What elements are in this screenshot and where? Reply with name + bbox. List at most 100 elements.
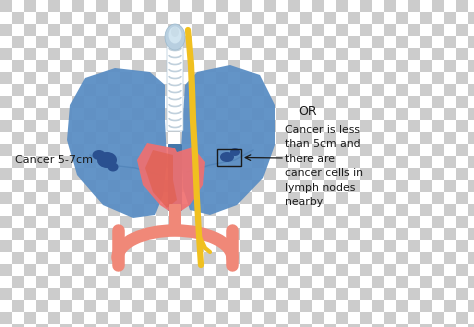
Bar — [300, 276, 312, 288]
Bar — [156, 120, 168, 132]
Bar — [168, 276, 180, 288]
Bar — [228, 156, 240, 168]
Bar — [192, 0, 204, 12]
Bar — [12, 12, 24, 24]
Bar — [456, 216, 468, 228]
Bar — [420, 276, 432, 288]
Bar — [288, 192, 300, 204]
Bar — [108, 204, 120, 216]
Bar — [24, 12, 36, 24]
Bar — [372, 132, 384, 144]
Bar — [240, 60, 252, 72]
Bar — [324, 240, 336, 252]
Bar — [396, 228, 408, 240]
Bar — [48, 288, 60, 300]
Bar — [360, 144, 372, 156]
Bar — [240, 12, 252, 24]
Bar — [324, 324, 336, 327]
Bar — [24, 228, 36, 240]
Bar — [96, 96, 108, 108]
Bar — [204, 108, 216, 120]
Bar — [180, 60, 192, 72]
Bar — [276, 108, 288, 120]
Bar — [132, 48, 144, 60]
Bar — [12, 312, 24, 324]
Bar — [84, 96, 96, 108]
Bar — [264, 84, 276, 96]
Bar — [432, 96, 444, 108]
Bar — [312, 264, 324, 276]
Bar — [264, 216, 276, 228]
Bar — [180, 168, 192, 180]
Bar — [72, 144, 84, 156]
Bar — [144, 12, 156, 24]
Bar — [468, 240, 474, 252]
Bar — [168, 120, 180, 132]
Bar — [360, 96, 372, 108]
Bar — [432, 228, 444, 240]
Bar — [84, 228, 96, 240]
Bar — [228, 84, 240, 96]
Bar — [336, 60, 348, 72]
Bar — [468, 36, 474, 48]
Bar — [360, 168, 372, 180]
Bar — [180, 84, 192, 96]
Bar — [144, 276, 156, 288]
Bar — [156, 144, 168, 156]
Bar — [192, 168, 204, 180]
Bar — [108, 192, 120, 204]
Bar — [228, 132, 240, 144]
Bar — [84, 276, 96, 288]
Bar — [444, 24, 456, 36]
Bar — [96, 84, 108, 96]
Bar — [96, 216, 108, 228]
Bar — [60, 192, 72, 204]
Bar — [348, 36, 360, 48]
Bar — [108, 300, 120, 312]
Bar — [72, 132, 84, 144]
Bar — [252, 132, 264, 144]
Bar — [60, 0, 72, 12]
Bar — [108, 60, 120, 72]
Bar — [252, 84, 264, 96]
Bar — [144, 312, 156, 324]
Bar — [324, 132, 336, 144]
Bar — [216, 276, 228, 288]
Bar — [312, 72, 324, 84]
Bar — [456, 72, 468, 84]
Bar — [156, 132, 168, 144]
Polygon shape — [145, 150, 177, 208]
Bar — [168, 312, 180, 324]
Bar — [456, 180, 468, 192]
Bar — [132, 24, 144, 36]
Bar — [180, 96, 192, 108]
Bar — [12, 180, 24, 192]
Bar — [180, 156, 192, 168]
Bar — [456, 120, 468, 132]
Bar — [156, 180, 168, 192]
Bar — [444, 144, 456, 156]
Bar — [156, 216, 168, 228]
Bar — [156, 84, 168, 96]
Bar — [360, 204, 372, 216]
Bar — [12, 240, 24, 252]
Bar — [372, 276, 384, 288]
Bar — [252, 228, 264, 240]
Bar — [144, 108, 156, 120]
Bar — [348, 168, 360, 180]
Bar — [312, 60, 324, 72]
Bar — [468, 132, 474, 144]
Bar — [276, 180, 288, 192]
Bar — [324, 48, 336, 60]
Bar — [12, 24, 24, 36]
Bar — [60, 312, 72, 324]
Bar — [0, 132, 12, 144]
Bar — [0, 228, 12, 240]
Bar — [348, 288, 360, 300]
Bar — [288, 204, 300, 216]
Bar — [180, 300, 192, 312]
Bar — [120, 144, 132, 156]
Bar — [468, 72, 474, 84]
Bar — [120, 276, 132, 288]
Ellipse shape — [108, 163, 118, 171]
